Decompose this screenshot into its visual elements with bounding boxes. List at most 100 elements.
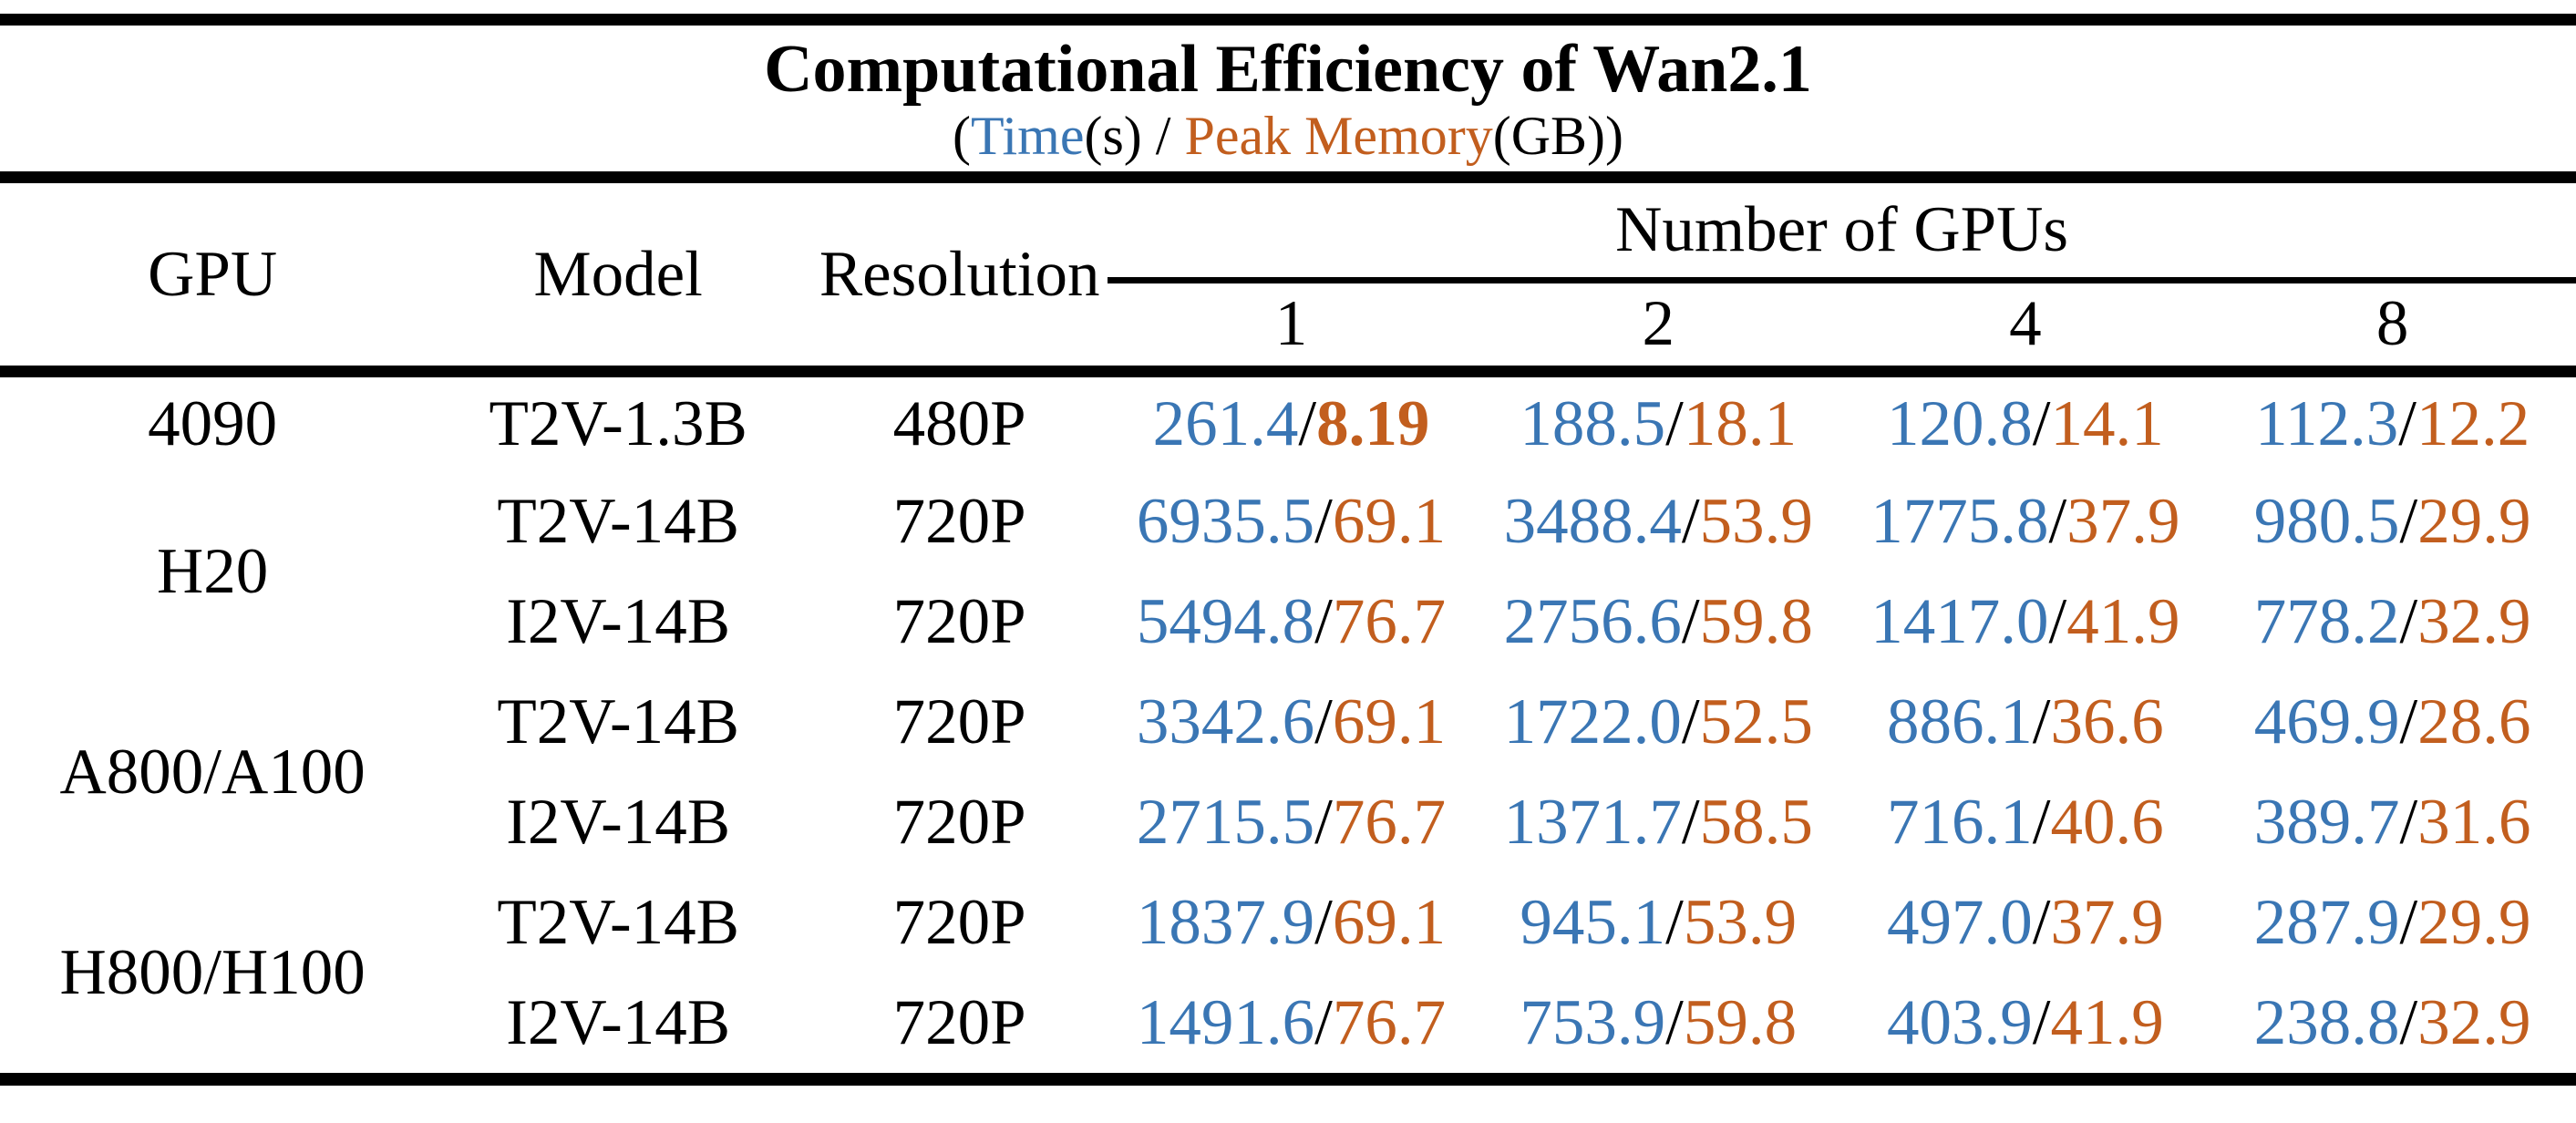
- model-cell: I2V-14B: [506, 585, 731, 657]
- memory-value: 76.7: [1332, 786, 1447, 858]
- slash-separator: /: [2399, 886, 2418, 958]
- memory-value: 18.1: [1683, 388, 1798, 460]
- efficiency-cell: 886.1/36.6: [1842, 672, 2210, 772]
- efficiency-cell: 778.2/32.9: [2209, 572, 2576, 672]
- bottom-rule: [0, 1073, 2576, 1087]
- time-value: 188.5: [1520, 388, 1666, 460]
- title-block: Computational Efficiency of Wan2.1 (Time…: [0, 26, 2576, 171]
- slash-separator: /: [1314, 986, 1333, 1058]
- gpu-cell: A800/A100: [59, 736, 366, 808]
- model-cell: T2V-14B: [497, 485, 740, 557]
- col-header-1-gpu: 1: [1108, 280, 1475, 377]
- time-value: 1491.6: [1136, 986, 1315, 1058]
- col-header-2-gpus: 2: [1474, 280, 1842, 377]
- memory-value: 76.7: [1332, 986, 1447, 1058]
- table-row: I2V-14B 720P 2715.5/76.7 1371.7/58.5 716…: [0, 772, 2576, 872]
- efficiency-cell: 389.7/31.6: [2209, 772, 2576, 872]
- table-row: I2V-14B 720P 1491.6/76.7 753.9/59.8 403.…: [0, 973, 2576, 1073]
- efficiency-cell: 2715.5/76.7: [1108, 772, 1475, 872]
- time-value: 389.7: [2253, 786, 2400, 858]
- slash-separator: /: [1298, 388, 1317, 460]
- efficiency-cell: 3488.4/53.9: [1475, 471, 1842, 572]
- memory-value: 53.9: [1683, 886, 1798, 958]
- memory-value: 29.9: [2417, 886, 2531, 958]
- memory-value: 32.9: [2417, 585, 2531, 657]
- gpu-cell: H20: [157, 535, 269, 607]
- time-value: 716.1: [1887, 786, 2033, 858]
- time-value: 287.9: [2253, 886, 2400, 958]
- memory-value: 53.9: [1699, 485, 1813, 557]
- time-value: 3488.4: [1503, 485, 1682, 557]
- resolution-cell: 720P: [892, 585, 1026, 657]
- efficiency-cell: 261.4/8.19: [1108, 371, 1475, 471]
- efficiency-cell: 188.5/18.1: [1475, 371, 1842, 471]
- time-value: 1417.0: [1870, 585, 2049, 657]
- gpu-cell: 4090: [148, 388, 278, 460]
- time-value: 5494.8: [1136, 585, 1315, 657]
- col-header-resolution: Resolution: [811, 183, 1108, 377]
- memory-value: 28.6: [2417, 685, 2531, 757]
- memory-value: 41.9: [2066, 585, 2180, 657]
- memory-value: 8.19: [1316, 388, 1430, 460]
- model-cell: T2V-14B: [497, 685, 740, 757]
- slash-separator: /: [2032, 986, 2051, 1058]
- efficiency-cell: 469.9/28.6: [2209, 672, 2576, 772]
- table-row: H800/H100 T2V-14B 720P 1837.9/69.1 945.1…: [0, 872, 2576, 1008]
- header-group-row: GPU Model Resolution Number of GPUs: [0, 183, 2576, 377]
- subtitle-memory-unit: (GB)): [1492, 106, 1624, 167]
- slash-separator: /: [2399, 986, 2418, 1058]
- subtitle-time-label: Time: [970, 106, 1085, 167]
- time-value: 3342.6: [1136, 685, 1315, 757]
- slash-separator: /: [1681, 585, 1700, 657]
- table-row: 4090 T2V-1.3B 480P 261.4/8.19 188.5/18.1…: [0, 371, 2576, 471]
- time-value: 753.9: [1520, 986, 1666, 1058]
- efficiency-cell: 3342.6/69.1: [1108, 672, 1475, 772]
- slash-separator: /: [1314, 485, 1333, 557]
- subtitle-memory-label: Peak Memory: [1184, 106, 1493, 167]
- slash-separator: /: [2032, 886, 2051, 958]
- figure-subtitle: (Time(s) / Peak Memory(GB)): [0, 108, 2576, 164]
- slash-separator: /: [1665, 986, 1684, 1058]
- time-value: 6935.5: [1136, 485, 1315, 557]
- memory-value: 41.9: [2050, 986, 2164, 1058]
- efficiency-cell: 497.0/37.9: [1842, 872, 2210, 973]
- slash-separator: /: [1314, 685, 1333, 757]
- memory-value: 59.8: [1699, 585, 1813, 657]
- time-value: 469.9: [2253, 685, 2400, 757]
- efficiency-cell: 238.8/32.9: [2209, 973, 2576, 1073]
- col-header-number-of-gpus: Number of GPUs: [1108, 183, 2576, 283]
- memory-value: 76.7: [1332, 585, 1447, 657]
- figure-title: Computational Efficiency of Wan2.1: [764, 32, 1812, 107]
- slash-separator: /: [2399, 485, 2418, 557]
- memory-value: 69.1: [1332, 886, 1447, 958]
- time-value: 1722.0: [1503, 685, 1682, 757]
- memory-value: 36.6: [2050, 685, 2164, 757]
- memory-value: 69.1: [1332, 485, 1447, 557]
- efficiency-cell: 112.3/12.2: [2209, 371, 2576, 471]
- time-value: 980.5: [2253, 485, 2400, 557]
- memory-value: 69.1: [1332, 685, 1447, 757]
- time-value: 778.2: [2253, 585, 2400, 657]
- model-cell: I2V-14B: [506, 986, 731, 1058]
- table-body: 4090 T2V-1.3B 480P 261.4/8.19 188.5/18.1…: [0, 371, 2576, 1073]
- slash-separator: /: [2048, 485, 2067, 557]
- efficiency-cell: 1417.0/41.9: [1842, 572, 2210, 672]
- memory-value: 29.9: [2417, 485, 2531, 557]
- table-header: GPU Model Resolution Number of GPUs 1 2 …: [0, 183, 2576, 377]
- memory-value: 59.8: [1683, 986, 1798, 1058]
- efficiency-cell: 6935.5/69.1: [1108, 471, 1475, 572]
- resolution-cell: 720P: [892, 986, 1026, 1058]
- efficiency-cell: 945.1/53.9: [1475, 872, 1842, 973]
- col-header-gpu: GPU: [0, 183, 426, 377]
- efficiency-cell: 716.1/40.6: [1842, 772, 2210, 872]
- efficiency-cell: 1837.9/69.1: [1108, 872, 1475, 973]
- time-value: 1837.9: [1136, 886, 1315, 958]
- time-value: 1775.8: [1870, 485, 2049, 557]
- col-header-model: Model: [425, 183, 812, 377]
- memory-value: 32.9: [2417, 986, 2531, 1058]
- time-value: 2756.6: [1503, 585, 1682, 657]
- memory-value: 31.6: [2417, 786, 2531, 858]
- efficiency-cell: 5494.8/76.7: [1108, 572, 1475, 672]
- header-counts-row: 1 2 4 8: [0, 280, 2576, 377]
